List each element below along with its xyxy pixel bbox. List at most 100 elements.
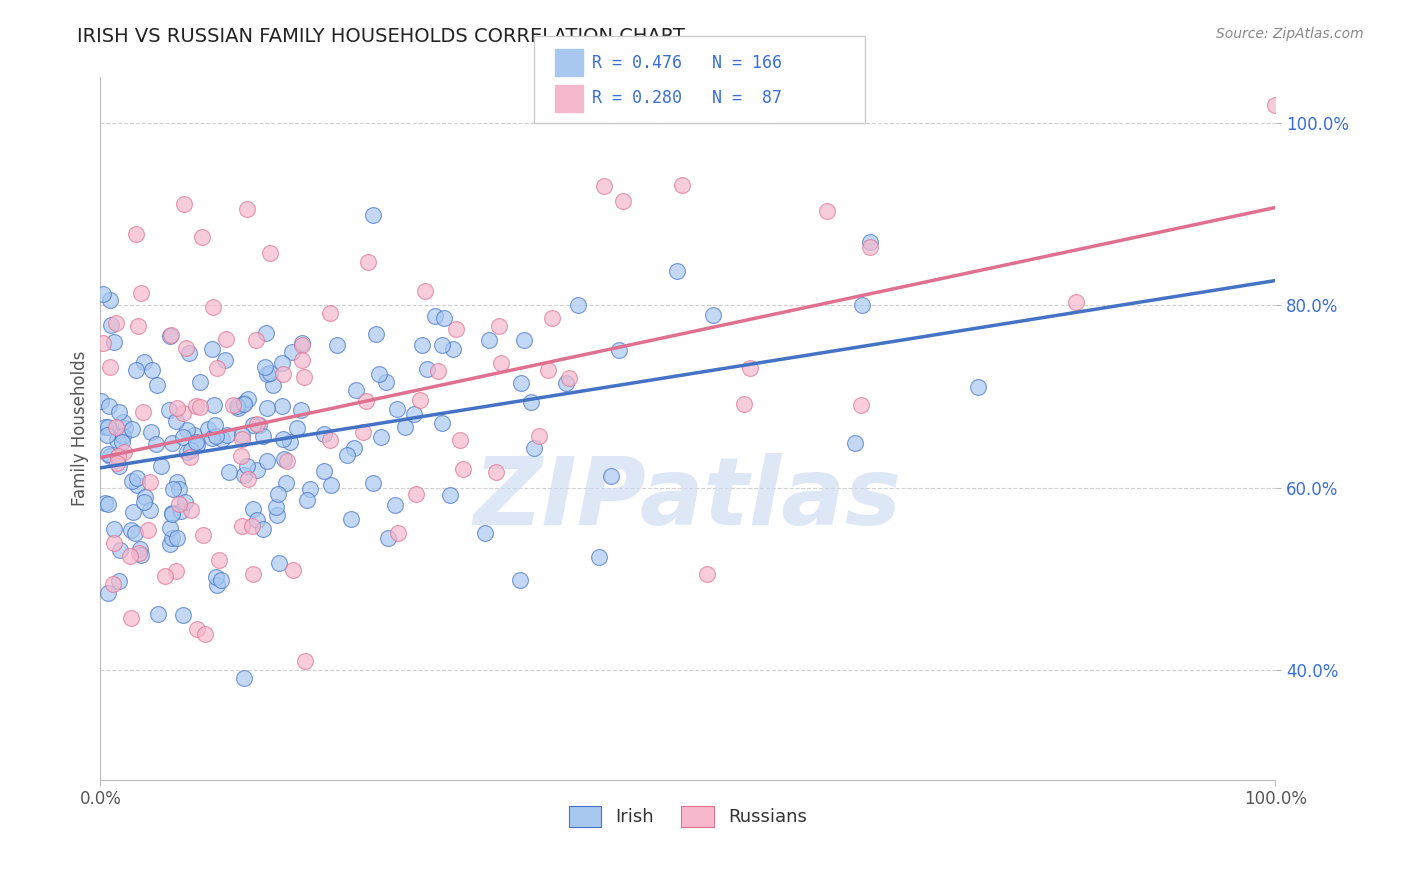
Point <box>215 332 238 346</box>
Point <box>271 367 294 381</box>
Point <box>108 542 131 557</box>
Point <box>159 537 181 551</box>
Point <box>188 400 211 414</box>
Point <box>180 443 202 458</box>
Point <box>121 474 143 488</box>
Point <box>162 482 184 496</box>
Point <box>218 465 240 479</box>
Point <box>112 415 135 429</box>
Point <box>612 194 634 208</box>
Point <box>105 420 128 434</box>
Point <box>148 607 170 621</box>
Text: IRISH VS RUSSIAN FAMILY HOUSEHOLDS CORRELATION CHART: IRISH VS RUSSIAN FAMILY HOUSEHOLDS CORRE… <box>77 27 685 45</box>
Point <box>242 501 264 516</box>
Point <box>138 503 160 517</box>
Point <box>439 488 461 502</box>
Point <box>254 359 277 374</box>
Point <box>740 360 762 375</box>
Point <box>370 430 392 444</box>
Point <box>508 573 530 587</box>
Point <box>256 401 278 415</box>
Point <box>207 360 229 375</box>
Point <box>555 376 578 391</box>
Point <box>96 428 118 442</box>
Point <box>256 367 278 381</box>
Point <box>1264 97 1286 112</box>
Point <box>125 471 148 485</box>
Point <box>186 434 208 449</box>
Point <box>124 526 146 541</box>
Point <box>478 333 501 347</box>
Point <box>90 393 112 408</box>
Point <box>271 432 294 446</box>
Point <box>273 452 295 467</box>
Point <box>205 570 228 584</box>
Point <box>166 531 188 545</box>
Point <box>134 495 156 509</box>
Point <box>336 449 359 463</box>
Point <box>201 431 224 445</box>
Point <box>172 607 194 622</box>
Text: R = 0.280   N =  87: R = 0.280 N = 87 <box>592 89 782 107</box>
Point <box>314 465 336 479</box>
Point <box>104 316 127 330</box>
Point <box>177 346 200 360</box>
Point <box>134 354 156 368</box>
Point <box>488 318 510 333</box>
Point <box>160 532 183 546</box>
Point <box>262 377 284 392</box>
Point <box>188 375 211 389</box>
Point <box>105 456 128 470</box>
Point <box>291 336 314 351</box>
Point <box>125 227 148 241</box>
Point <box>118 549 141 563</box>
Point <box>231 519 253 533</box>
Point <box>340 512 363 526</box>
Point <box>93 286 115 301</box>
Point <box>141 363 163 377</box>
Point <box>231 450 253 464</box>
Point <box>537 363 560 377</box>
Point <box>433 311 456 326</box>
Point <box>394 419 416 434</box>
Point <box>259 366 281 380</box>
Point <box>172 406 194 420</box>
Point <box>97 497 120 511</box>
Point <box>112 445 135 459</box>
Point <box>114 421 136 435</box>
Point <box>384 498 406 512</box>
Legend: Irish, Russians: Irish, Russians <box>561 798 814 834</box>
Point <box>267 556 290 570</box>
Point <box>98 399 121 413</box>
Point <box>366 326 388 341</box>
Point <box>180 503 202 517</box>
Point <box>361 475 384 490</box>
Point <box>120 611 142 625</box>
Point <box>122 505 145 519</box>
Point <box>162 435 184 450</box>
Point <box>343 442 366 456</box>
Point <box>139 475 162 490</box>
Point <box>128 546 150 560</box>
Point <box>233 396 256 410</box>
Point <box>416 362 439 376</box>
Point <box>256 454 278 468</box>
Point <box>593 178 616 193</box>
Point <box>211 432 233 446</box>
Point <box>157 402 180 417</box>
Point <box>205 577 228 591</box>
Point <box>136 523 159 537</box>
Point <box>509 376 531 390</box>
Point <box>174 341 197 355</box>
Point <box>374 375 396 389</box>
Point <box>97 447 120 461</box>
Point <box>186 623 208 637</box>
Point <box>344 383 367 397</box>
Point <box>444 322 467 336</box>
Point <box>567 298 589 312</box>
Point <box>233 467 256 482</box>
Point <box>128 542 150 557</box>
Point <box>172 430 194 444</box>
Point <box>387 402 409 417</box>
Point <box>217 428 239 442</box>
